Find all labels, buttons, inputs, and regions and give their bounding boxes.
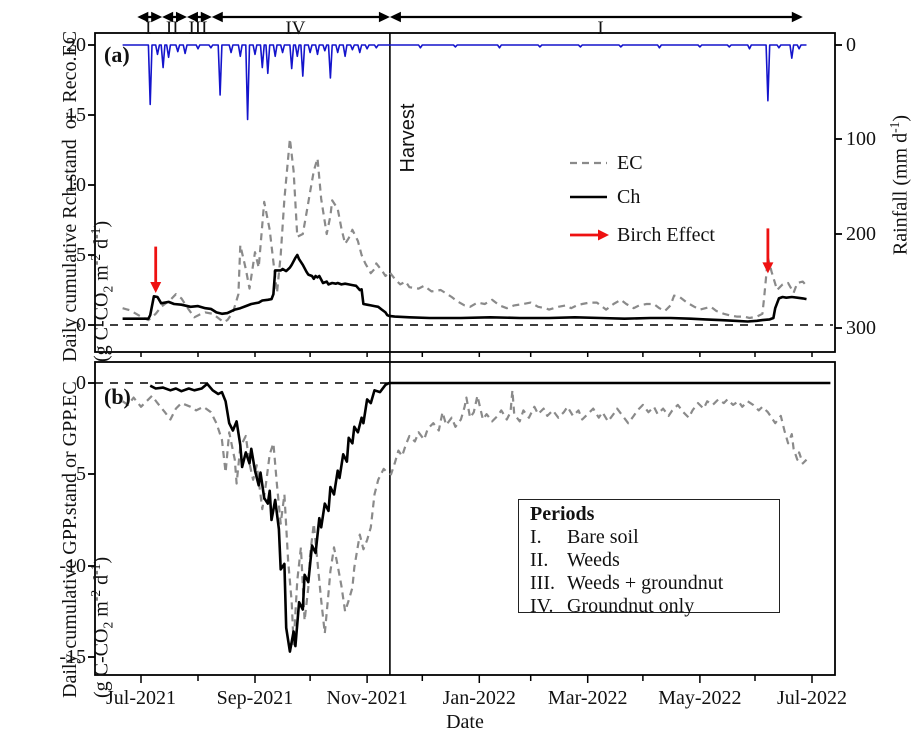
panel-a-right-tick-label: 100 bbox=[846, 128, 876, 150]
panel-b-frame bbox=[94, 361, 836, 676]
rainfall-series bbox=[122, 44, 807, 121]
ec-series-panel-b bbox=[121, 389, 808, 646]
period-numeral: II. bbox=[530, 549, 549, 571]
birch-effect-arrowhead bbox=[150, 282, 162, 293]
panel-b-label: (b) bbox=[104, 384, 131, 409]
legend-ec-label: EC bbox=[617, 152, 643, 174]
period-marker-label: I bbox=[145, 18, 152, 39]
ec-series-panel-a bbox=[122, 137, 808, 324]
periods-legend-item: III. Weeds + groundnut bbox=[530, 572, 779, 595]
x-axis-tick-label: Mar-2022 bbox=[547, 687, 628, 709]
x-axis-tick-label: Nov-2021 bbox=[326, 687, 408, 709]
y-axis-title-a-units: (g C-CO2 m-2 d-1) bbox=[88, 220, 116, 362]
panel-a-right-tick-label: 0 bbox=[846, 34, 856, 56]
period-arrowhead-left bbox=[137, 11, 149, 23]
period-arrowhead-right bbox=[151, 11, 163, 23]
ch-series-panel-b bbox=[149, 381, 831, 653]
panel-a-right-tick-label: 200 bbox=[846, 223, 876, 245]
period-marker-label: IV bbox=[285, 18, 306, 39]
period-arrowhead-left bbox=[389, 11, 401, 23]
x-axis-tick-label: May-2022 bbox=[658, 687, 742, 709]
period-arrowhead-right bbox=[175, 11, 187, 23]
legend-birch-arrowhead bbox=[598, 229, 609, 241]
periods-legend-item: IV. Groundnut only bbox=[530, 595, 779, 618]
period-label: Weeds + groundnut bbox=[567, 572, 724, 594]
panel-b-left-tick-label: -5 bbox=[69, 463, 86, 485]
period-numeral: IV. bbox=[530, 595, 554, 617]
panel-a-left-tick-label: 20 bbox=[66, 34, 86, 56]
harvest-label: Harvest bbox=[397, 103, 419, 173]
panel-a-left-tick-label: 10 bbox=[66, 174, 86, 196]
x-axis-tick-label: Jul-2022 bbox=[777, 687, 848, 709]
period-numeral: III. bbox=[530, 572, 555, 594]
panel-a-left-tick-label: 0 bbox=[76, 314, 86, 336]
ch-series-panel-a bbox=[122, 253, 807, 323]
period-arrowhead-left bbox=[162, 11, 174, 23]
y-axis-title-a-line1: Daily cumulative Rch.stand or Reco.EC bbox=[59, 30, 81, 362]
period-label: Bare soil bbox=[567, 526, 639, 548]
y-axis-title-rainfall: Rainfall (mm d-1) bbox=[887, 114, 912, 256]
x-axis-tick-label: Jul-2021 bbox=[106, 687, 176, 709]
legend-ch-label: Ch bbox=[617, 186, 641, 208]
panel-a-frame bbox=[94, 32, 836, 353]
period-label: Weeds bbox=[567, 549, 620, 571]
panel-a-left-tick-label: 15 bbox=[66, 104, 86, 126]
legend-birch-label: Birch Effect bbox=[617, 224, 715, 246]
period-marker-label: II bbox=[165, 18, 179, 39]
period-label: Groundnut only bbox=[567, 595, 695, 617]
period-arrowhead-right bbox=[791, 11, 803, 23]
period-marker-label: III bbox=[188, 18, 208, 39]
period-arrowhead-left bbox=[186, 11, 198, 23]
panel-b-left-tick-label: -15 bbox=[59, 646, 86, 668]
periods-legend-item: II. Weeds bbox=[530, 549, 779, 572]
x-axis-tick-label: Sep-2021 bbox=[216, 687, 294, 709]
period-arrowhead-right bbox=[378, 11, 390, 23]
period-numeral: I. bbox=[530, 526, 542, 548]
panel-b-left-tick-label: -10 bbox=[59, 555, 86, 577]
period-arrowhead-left bbox=[211, 11, 223, 23]
x-axis-tick-label: Jan-2022 bbox=[442, 687, 516, 709]
birch-effect-arrowhead bbox=[762, 262, 774, 274]
periods-legend-title: Periods bbox=[530, 503, 595, 525]
period-arrowhead-right bbox=[200, 11, 212, 23]
y-axis-title-b-units: (g C-CO2 m-2 d-1) bbox=[88, 556, 116, 698]
panel-a-left-tick-label: 5 bbox=[76, 244, 86, 266]
x-axis-title: Date bbox=[446, 711, 484, 733]
panel-b-left-tick-label: 0 bbox=[76, 372, 86, 394]
panel-a-right-tick-label: 300 bbox=[846, 317, 876, 339]
panel-a-label: (a) bbox=[104, 42, 130, 67]
periods-legend-box: Periods I. Bare soil II. Weeds III. Weeds +… bbox=[518, 499, 780, 617]
period-marker-label: I bbox=[597, 18, 604, 39]
periods-legend-item: I. Bare soil bbox=[530, 526, 779, 549]
